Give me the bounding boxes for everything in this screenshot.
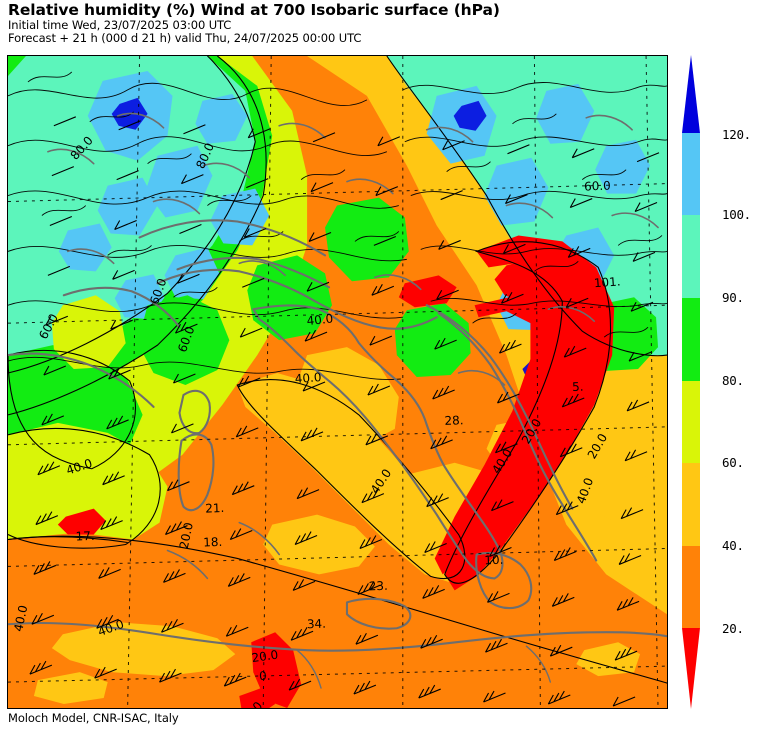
svg-text:60.0: 60.0 bbox=[584, 179, 611, 194]
colorbar-tick-120: 120. bbox=[722, 127, 751, 142]
colorbar-tick-90: 90. bbox=[722, 290, 744, 305]
page-title: Relative humidity (%) Wind at 700 Isobar… bbox=[8, 1, 500, 19]
colorbar-tick-60: 60. bbox=[722, 455, 744, 470]
svg-text:5.: 5. bbox=[572, 380, 584, 394]
colorbar-band-above-120 bbox=[682, 55, 700, 133]
colorbar-svg bbox=[682, 55, 700, 709]
svg-text:10.: 10. bbox=[484, 553, 503, 568]
svg-text:28.: 28. bbox=[444, 413, 463, 428]
svg-text:21.: 21. bbox=[205, 501, 224, 516]
map-canvas: 60.0 60.0 20.0 40.0 40.0 40.0 20.0 10.0 … bbox=[8, 56, 667, 708]
forecast-time-text: Forecast + 21 h (000 d 21 h) valid Thu, … bbox=[8, 30, 362, 45]
colorbar-tick-100: 100. bbox=[722, 207, 751, 222]
svg-text:40.0: 40.0 bbox=[294, 370, 322, 386]
colorbar-tick-20: 20. bbox=[722, 621, 744, 636]
model-credit: Moloch Model, CNR-ISAC, Italy bbox=[8, 711, 179, 725]
colorbar-band-20-40 bbox=[682, 546, 700, 628]
colorbar-band-90-100 bbox=[682, 215, 700, 298]
svg-text:34.: 34. bbox=[307, 617, 326, 632]
colorbar bbox=[680, 55, 702, 709]
svg-text:101.: 101. bbox=[593, 274, 621, 290]
colorbar-labels: 120. 100. 90. 80. 60. 40. 20. bbox=[722, 55, 760, 709]
svg-text:0.: 0. bbox=[259, 669, 271, 683]
colorbar-band-40-60 bbox=[682, 463, 700, 546]
colorbar-band-80-90 bbox=[682, 298, 700, 381]
colorbar-tick-40: 40. bbox=[722, 538, 744, 553]
svg-text:40.0: 40.0 bbox=[306, 311, 334, 328]
svg-text:10.0: 10.0 bbox=[237, 699, 265, 708]
chart-header: Relative humidity (%) Wind at 700 Isobar… bbox=[8, 2, 708, 44]
svg-text:18.: 18. bbox=[203, 535, 222, 550]
colorbar-tick-80: 80. bbox=[722, 373, 744, 388]
colorbar-band-below-20 bbox=[682, 628, 700, 709]
svg-text:20.0: 20.0 bbox=[177, 521, 196, 550]
svg-text:20.0: 20.0 bbox=[251, 648, 279, 666]
svg-text:23.: 23. bbox=[369, 579, 388, 594]
initial-time-text: Initial time Wed, 23/07/2025 03:00 UTC bbox=[8, 18, 232, 32]
svg-text:17.: 17. bbox=[75, 529, 94, 544]
svg-text:40.0: 40.0 bbox=[11, 604, 30, 633]
colorbar-band-60-80 bbox=[682, 381, 700, 463]
weather-map[interactable]: 60.0 60.0 20.0 40.0 40.0 40.0 20.0 10.0 … bbox=[7, 55, 668, 709]
colorbar-band-100-120 bbox=[682, 133, 700, 215]
